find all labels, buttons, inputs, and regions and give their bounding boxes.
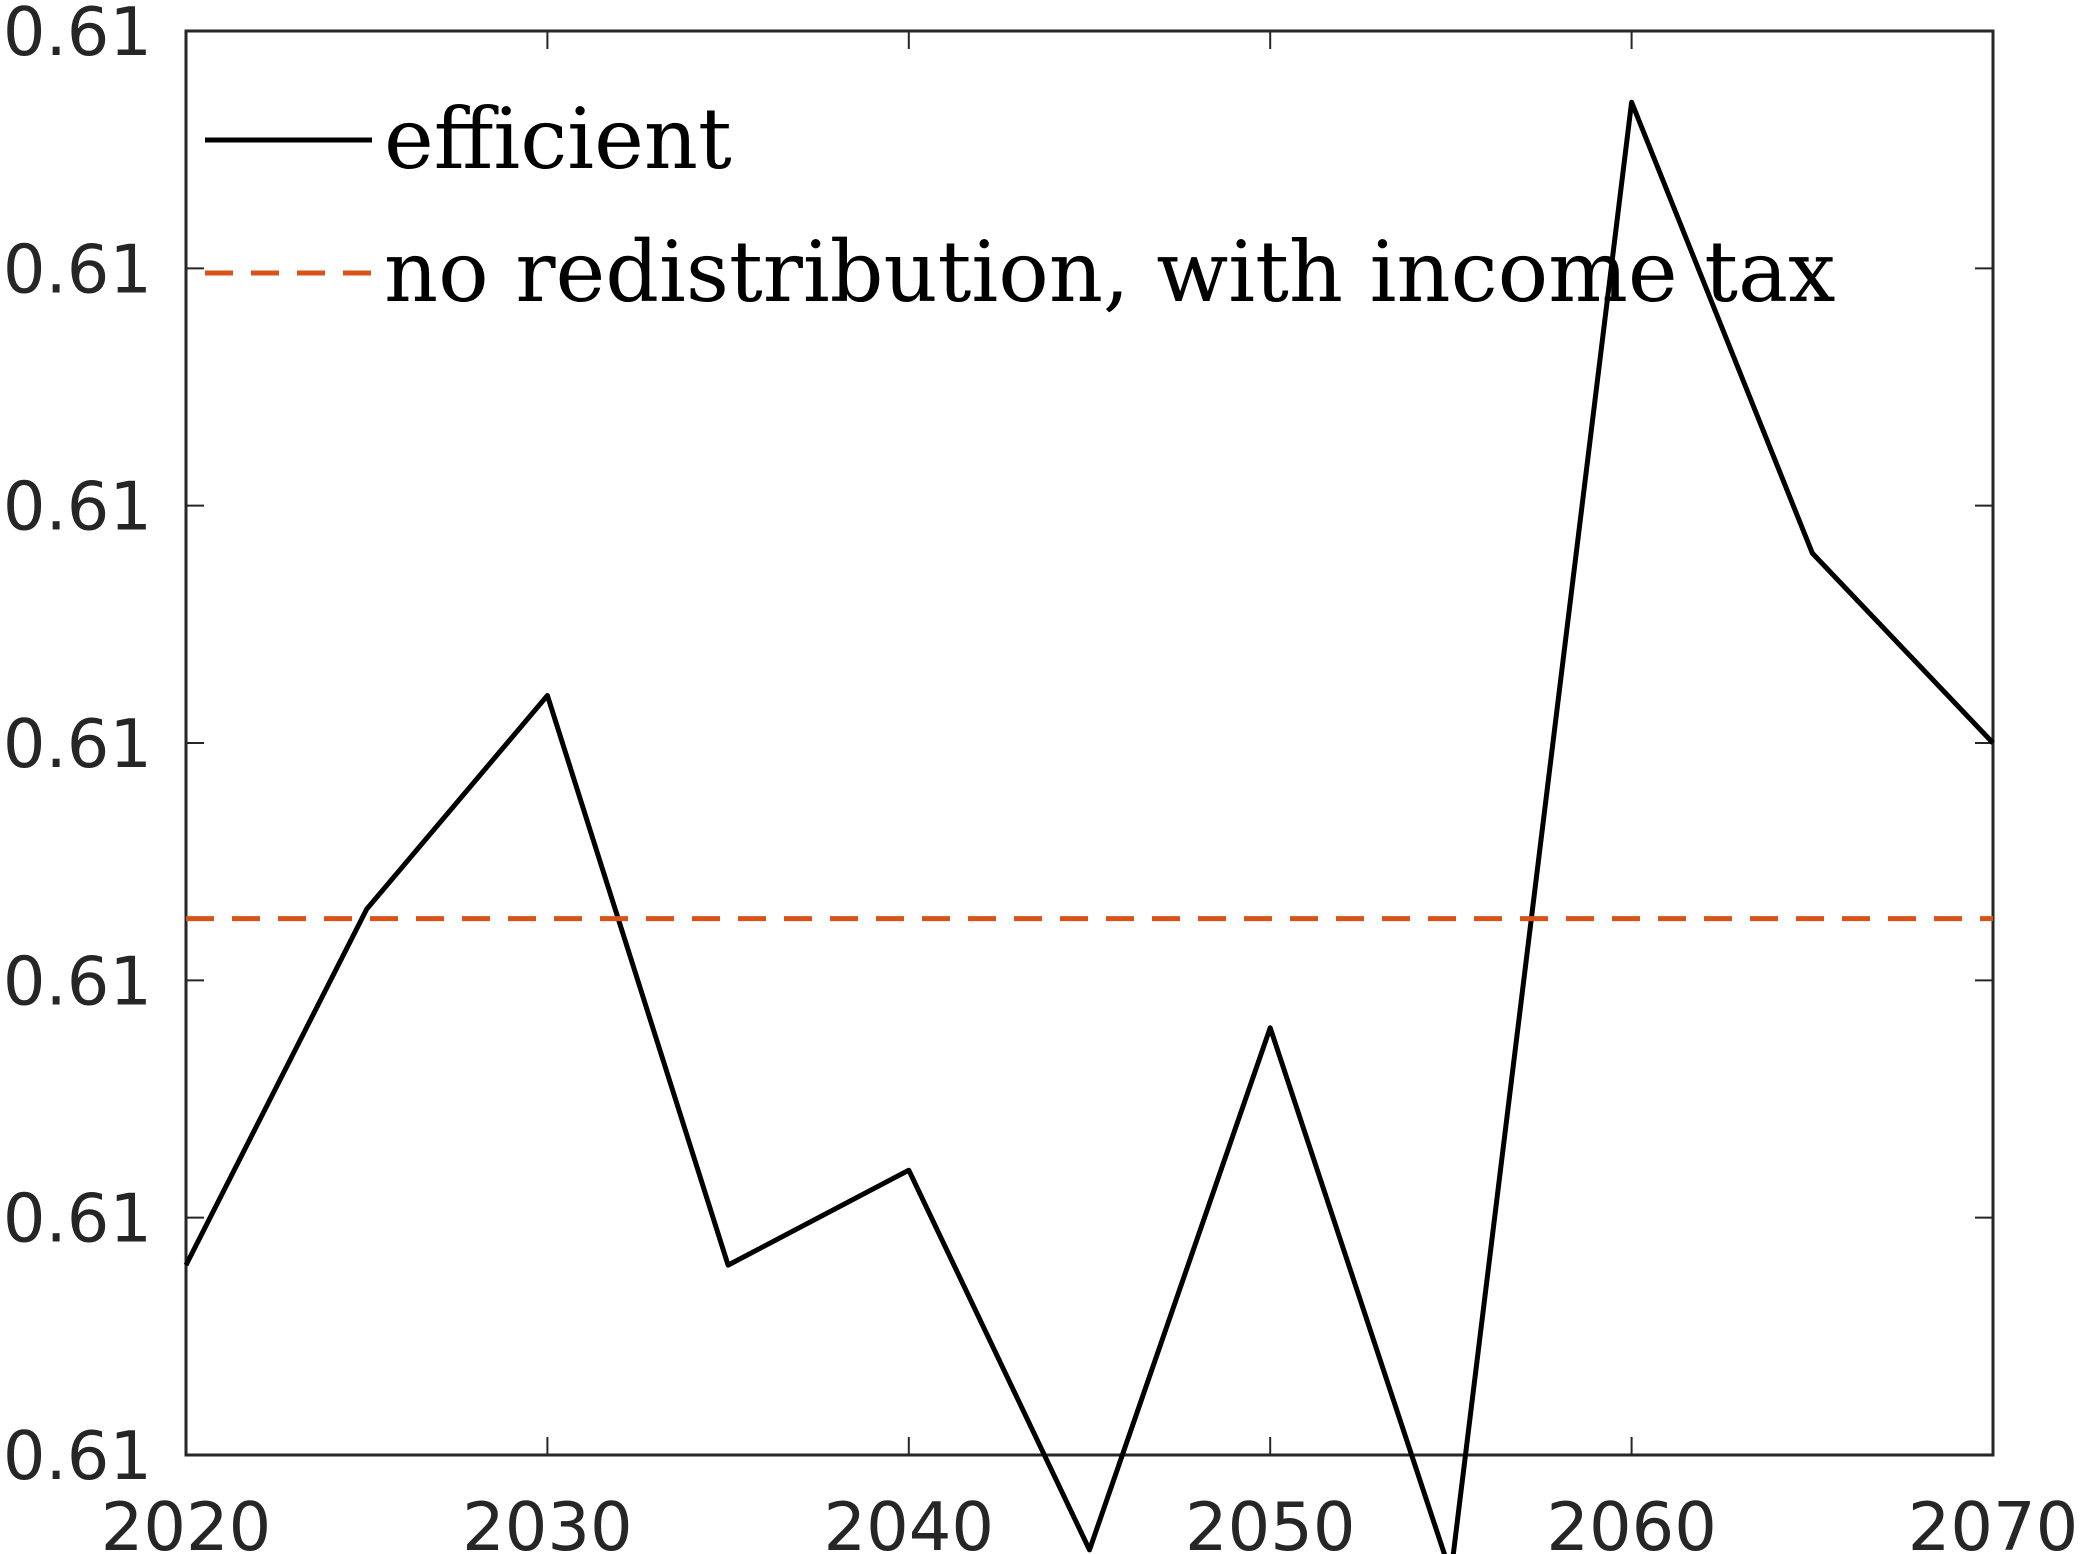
y-tick-label: 0.61 [3,1180,152,1258]
y-tick-label: 0.61 [3,0,152,71]
x-tick-label: 2020 [101,1488,272,1554]
series-layer [183,99,1995,1554]
x-tick-labels: 2020 2030 2040 2050 2060 2070 [101,1488,2079,1554]
x-tick-label: 2060 [1546,1488,1717,1554]
x-tick-label: 2070 [1908,1488,2079,1554]
legend-label: no redistribution, with income tax [384,223,1836,321]
y-tick-label: 0.61 [3,1417,152,1495]
series-line-0 [183,99,1995,1554]
plot-area [184,29,1995,1457]
legend-label: efficient [384,90,732,188]
x-tick-label: 2040 [824,1488,995,1554]
legend: efficient no redistribution, with income … [205,90,1836,321]
y-tick-label: 0.61 [3,705,152,783]
x-tick-label: 2030 [462,1488,633,1554]
x-tick-label: 2050 [1185,1488,1356,1554]
y-tick-label: 0.61 [3,230,152,308]
y-tick-label: 0.61 [3,942,152,1020]
y-tick-label: 0.61 [3,468,152,546]
axis-ticks [185,30,1994,1456]
y-tick-labels: 0.61 0.61 0.61 0.61 0.61 0.61 0.61 [3,0,152,1495]
